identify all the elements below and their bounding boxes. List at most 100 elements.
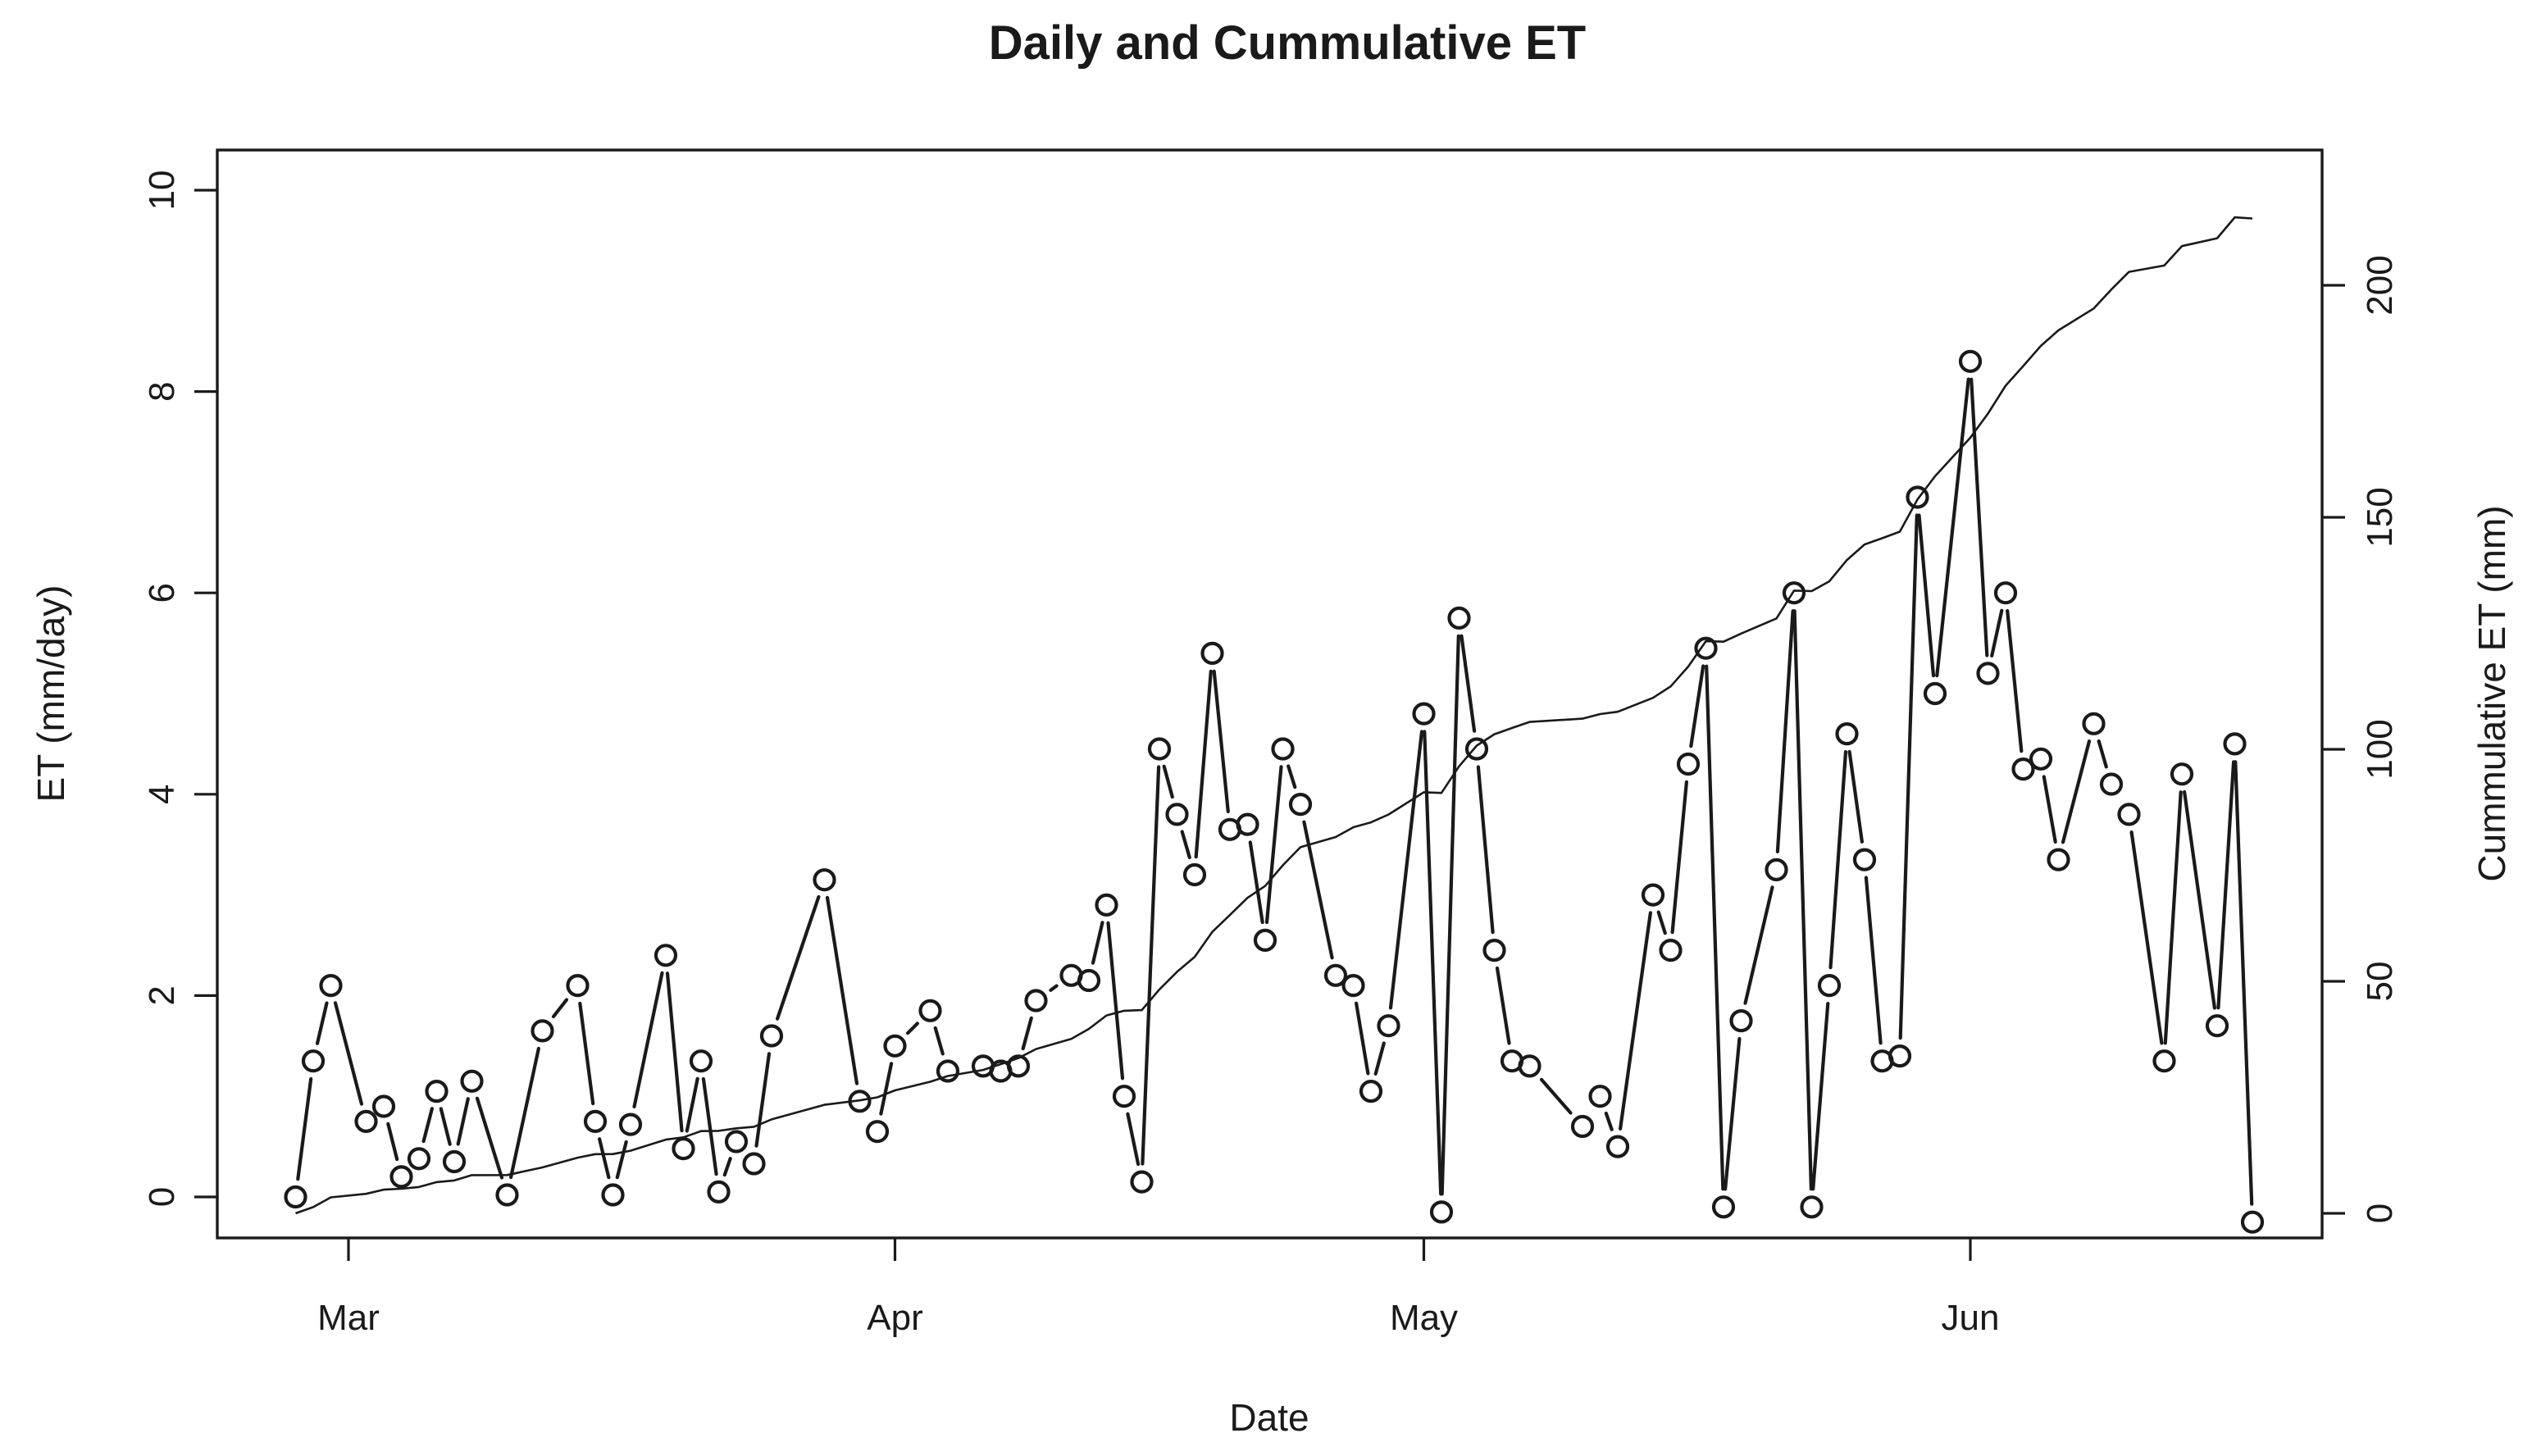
y-right-tick-label: 0 <box>2360 1203 2400 1223</box>
daily-et-segment <box>1373 1041 1386 1076</box>
y-right-tick-label: 100 <box>2360 719 2400 779</box>
daily-et-point <box>1782 581 1806 605</box>
daily-et-segment <box>2006 608 2024 753</box>
daily-et-point <box>1464 737 1489 761</box>
daily-et-point <box>1112 1085 1136 1108</box>
daily-et-point <box>1341 973 1365 998</box>
daily-et-point <box>1147 737 1172 761</box>
daily-et-segment <box>754 1052 772 1148</box>
daily-et-point <box>1200 641 1224 666</box>
x-tick-label: Mar <box>317 1298 380 1338</box>
daily-et-point <box>1976 662 2000 685</box>
daily-et-segment <box>1990 608 2004 658</box>
daily-et-segment <box>551 998 569 1019</box>
y-left-tick-label: 2 <box>142 985 182 1005</box>
daily-et-segment <box>632 971 664 1109</box>
daily-et-segment <box>1743 885 1774 1005</box>
daily-et-segment <box>1212 669 1230 814</box>
daily-et-point <box>1605 1135 1630 1158</box>
daily-et-point <box>1095 893 1118 917</box>
daily-et-point <box>1641 883 1665 907</box>
daily-et-segment <box>615 1140 628 1180</box>
daily-et-point <box>2170 762 2194 786</box>
daily-et-segment <box>1302 820 1334 960</box>
daily-et-point <box>1659 938 1683 962</box>
daily-et-segment <box>1935 377 1970 678</box>
daily-et-segment <box>1811 1001 1830 1191</box>
daily-et-point <box>672 1136 695 1161</box>
daily-et-point <box>1993 581 2018 605</box>
daily-et-segment <box>1440 634 1460 1196</box>
y-left-tick-label: 0 <box>142 1187 182 1207</box>
daily-et-point <box>1165 803 1189 826</box>
daily-et-segment <box>439 1107 452 1146</box>
x-tick-label: May <box>1390 1298 1458 1338</box>
daily-et-point <box>1835 721 1859 746</box>
daily-et-point <box>1676 752 1701 776</box>
daily-et-point <box>1236 812 1259 836</box>
daily-et-point <box>1253 928 1277 953</box>
daily-et-point <box>389 1165 413 1189</box>
daily-et-point <box>1694 636 1718 660</box>
daily-et-point <box>848 1090 872 1113</box>
daily-et-segment <box>2129 830 2164 1045</box>
daily-et-point <box>1429 1200 1454 1224</box>
y-left-axis-label: ET (mm/day) <box>30 585 72 803</box>
daily-et-point <box>1518 1054 1542 1078</box>
daily-et-segment <box>905 1021 920 1035</box>
daily-et-point <box>1182 862 1207 887</box>
daily-et-point <box>2099 772 2124 796</box>
daily-et-segment <box>386 1122 399 1162</box>
daily-et-point <box>1923 681 1947 706</box>
daily-et-point <box>531 1019 554 1043</box>
daily-et-point <box>425 1079 449 1103</box>
daily-et-segment <box>685 1076 699 1133</box>
daily-et-point <box>1006 1054 1031 1078</box>
y-left-tick-label: 4 <box>142 785 182 804</box>
daily-et-segment <box>475 1096 504 1180</box>
daily-et-segment <box>456 1097 470 1146</box>
daily-et-point <box>1570 1114 1595 1139</box>
daily-et-segment <box>1141 765 1161 1166</box>
daily-et-segment <box>1656 910 1667 935</box>
daily-et-point <box>301 1049 326 1073</box>
daily-et-segment <box>2216 760 2236 1010</box>
daily-et-point <box>1729 1008 1753 1033</box>
daily-et-point <box>2011 757 2035 781</box>
daily-et-segment <box>1423 730 1443 1196</box>
daily-et-point <box>566 973 590 998</box>
daily-et-point <box>1323 963 1348 987</box>
y-right-tick-label: 200 <box>2360 255 2400 315</box>
daily-et-point <box>2240 1210 2265 1234</box>
daily-et-segment <box>879 1062 894 1116</box>
daily-et-segment <box>1286 764 1297 789</box>
daily-et-point <box>407 1147 431 1171</box>
x-tick-label: Jun <box>1942 1298 2000 1338</box>
daily-et-segment <box>1539 1077 1573 1115</box>
daily-et-segment <box>775 894 821 1021</box>
daily-et-point <box>583 1109 608 1134</box>
daily-et-point <box>2152 1049 2176 1073</box>
daily-et-segment <box>1021 1016 1033 1051</box>
daily-et-segment <box>421 1107 435 1144</box>
daily-et-segment <box>665 971 684 1133</box>
daily-et-segment <box>2042 775 2057 844</box>
daily-et-segment <box>1604 1111 1614 1131</box>
daily-et-segment <box>315 1001 329 1045</box>
daily-et-point <box>1412 702 1436 726</box>
daily-et-segment <box>1917 513 1936 678</box>
daily-et-point <box>2047 848 2070 871</box>
daily-et-point <box>319 973 343 998</box>
daily-et-segment <box>1689 664 1705 748</box>
daily-et-point <box>1958 349 1983 373</box>
daily-et-segment <box>1495 966 1511 1045</box>
daily-et-point <box>1271 737 1295 761</box>
daily-et-segment <box>933 1026 945 1056</box>
daily-et-segment <box>578 1001 595 1106</box>
daily-et-segment <box>1194 669 1213 859</box>
daily-et-point <box>1711 1195 1736 1219</box>
daily-et-segment <box>1792 609 1813 1191</box>
daily-et-point <box>1359 1079 1383 1103</box>
